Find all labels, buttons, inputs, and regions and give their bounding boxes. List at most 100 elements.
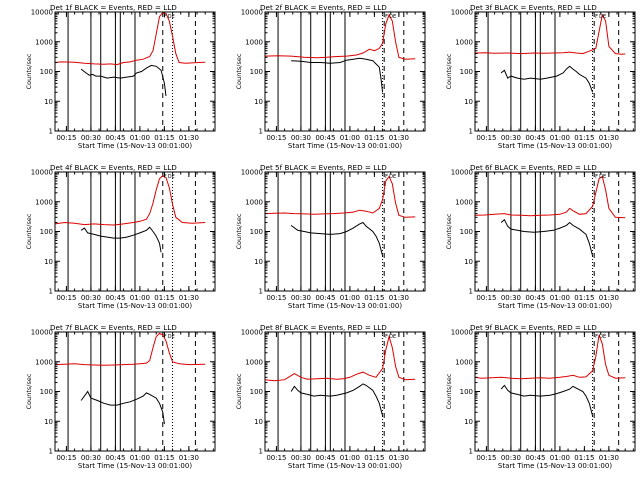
y-tick-label: 1000: [35, 38, 53, 46]
flare-marker-f: F: [595, 334, 598, 340]
flare-marker-de: DE: [168, 14, 175, 20]
x-tick-label: 00:15: [266, 134, 286, 142]
y-tick-label: 100: [250, 388, 263, 396]
y-tick-label: 1: [49, 288, 53, 296]
events-series-line: [500, 218, 594, 257]
y-tick-label: 1: [49, 448, 53, 456]
y-tick-label: 100: [250, 68, 263, 76]
events-series-line: [500, 384, 594, 417]
y-tick-label: 100: [40, 68, 53, 76]
x-tick-label: 01:15: [364, 294, 384, 302]
flare-marker-f: F: [164, 174, 167, 180]
lld-series-line: [264, 175, 416, 218]
x-tick-label: 01:30: [599, 134, 619, 142]
flare-marker-de: DE: [599, 14, 606, 20]
x-tick-label: 00:45: [315, 134, 335, 142]
y-tick-label: 10: [254, 418, 263, 426]
events-series-line: [291, 57, 384, 93]
y-tick-label: 1000: [35, 198, 53, 206]
y-axis-label: Counts/sec: [235, 213, 243, 249]
panel-title: Det 6f BLACK = Events, RED = LLD: [470, 163, 597, 172]
x-axis-label: Start Time (15-Nov-13 00:01:00): [498, 462, 612, 470]
y-tick-label: 10000: [241, 9, 263, 17]
flare-marker-f: F: [595, 14, 598, 20]
x-tick-label: 00:45: [315, 454, 335, 462]
y-tick-label: 100: [40, 228, 53, 236]
detector-panel-4: Det 4f BLACK = Events, RED = LLD 1 10 100 10…: [25, 163, 216, 310]
x-tick-label: 01:30: [179, 294, 199, 302]
x-axis-label: Start Time (15-Nov-13 00:01:00): [78, 142, 192, 150]
x-tick-label: 00:30: [291, 454, 311, 462]
lld-series-line: [474, 334, 626, 380]
panel-title: Det 1f BLACK = Events, RED = LLD: [50, 3, 177, 12]
y-tick-label: 10000: [451, 329, 473, 337]
y-tick-label: 1000: [245, 38, 263, 46]
y-tick-label: 100: [460, 228, 473, 236]
events-series-line: [290, 383, 384, 417]
x-tick-label: 00:15: [56, 294, 76, 302]
x-tick-label: 01:00: [340, 134, 360, 142]
y-tick-label: 10: [464, 98, 473, 106]
y-tick-label: 10: [464, 258, 473, 266]
y-tick-label: 1000: [455, 358, 473, 366]
flare-marker-f: F: [385, 334, 388, 340]
y-tick-label: 1: [469, 128, 473, 136]
panel-title: Det 4f BLACK = Events, RED = LLD: [50, 163, 177, 172]
y-tick-label: 10000: [451, 9, 473, 17]
x-tick-label: 00:45: [525, 454, 545, 462]
x-tick-label: 01:30: [389, 134, 409, 142]
y-tick-label: 1: [259, 288, 263, 296]
y-tick-label: 1000: [455, 38, 473, 46]
x-tick-label: 00:45: [105, 454, 125, 462]
x-tick-label: 00:30: [81, 294, 101, 302]
lld-series-line: [474, 175, 626, 219]
panel-title: Det 2f BLACK = Events, RED = LLD: [260, 3, 387, 12]
flare-marker-de: DE: [599, 174, 606, 180]
y-tick-label: 10: [44, 98, 53, 106]
x-tick-label: 00:30: [291, 134, 311, 142]
flare-marker-de: DE: [599, 334, 606, 340]
x-tick-label: 01:30: [179, 134, 199, 142]
y-tick-label: 1: [469, 288, 473, 296]
y-tick-label: 100: [460, 388, 473, 396]
x-tick-label: 00:15: [56, 454, 76, 462]
x-tick-label: 01:00: [550, 134, 570, 142]
y-tick-label: 10: [44, 258, 53, 266]
detector-panel-7: Det 7f BLACK = Events, RED = LLD 1 10 100 10…: [25, 323, 216, 470]
x-axis-label: Start Time (15-Nov-13 00:01:00): [288, 302, 402, 310]
flare-marker-de: DE: [168, 334, 175, 340]
x-tick-label: 01:15: [574, 294, 594, 302]
y-tick-label: 10000: [31, 9, 53, 17]
x-tick-label: 01:15: [574, 454, 594, 462]
x-tick-label: 00:30: [501, 454, 521, 462]
lld-series-line: [54, 332, 206, 366]
y-axis-label: Counts/sec: [25, 53, 33, 89]
x-tick-label: 01:30: [599, 294, 619, 302]
events-series-line: [80, 64, 167, 97]
lld-series-line: [54, 175, 206, 226]
x-tick-label: 01:00: [340, 454, 360, 462]
y-tick-label: 10: [254, 258, 263, 266]
detector-panel-2: Det 2f BLACK = Events, RED = LLD 1 10 100 10…: [235, 3, 426, 150]
events-series-line: [290, 221, 384, 257]
detector-panel-9: Det 9f BLACK = Events, RED = LLD 1 10 100 10…: [445, 323, 636, 470]
y-tick-label: 100: [40, 388, 53, 396]
y-axis-label: Counts/sec: [445, 53, 453, 89]
x-tick-label: 01:15: [364, 134, 384, 142]
x-axis-label: Start Time (15-Nov-13 00:01:00): [498, 142, 612, 150]
x-tick-label: 01:15: [154, 294, 174, 302]
x-tick-label: 01:00: [550, 294, 570, 302]
y-tick-label: 1000: [35, 358, 53, 366]
x-tick-label: 01:30: [179, 454, 199, 462]
detector-panel-6: Det 6f BLACK = Events, RED = LLD 1 10 100 10…: [445, 163, 636, 310]
x-tick-label: 01:00: [130, 134, 150, 142]
x-tick-label: 01:00: [130, 454, 150, 462]
y-tick-label: 100: [460, 68, 473, 76]
x-tick-label: 01:30: [599, 454, 619, 462]
events-series-line: [500, 65, 594, 93]
x-axis-label: Start Time (15-Nov-13 00:01:00): [288, 142, 402, 150]
x-tick-label: 00:15: [476, 454, 496, 462]
y-axis-label: Counts/sec: [235, 373, 243, 409]
y-tick-label: 10: [44, 418, 53, 426]
